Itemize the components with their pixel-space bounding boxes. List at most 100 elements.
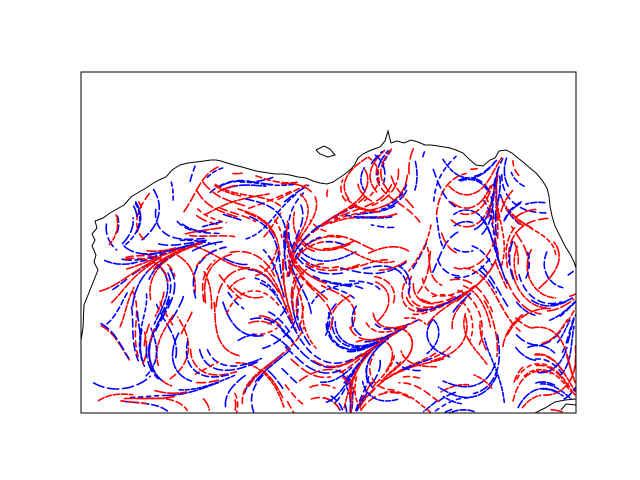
blue-streak [116,215,120,233]
red-streak [284,384,304,405]
coastline-east [560,403,576,411]
red-streak [538,241,561,290]
blue-streak [416,293,463,312]
blue-streak [281,329,342,369]
red-streak [408,224,432,272]
blue-streak [477,268,498,294]
red-streak [99,256,162,293]
red-streak [183,166,220,213]
blue-streak [262,249,286,301]
red-streak [214,183,283,208]
red-streak [290,358,332,379]
red-streak [432,293,474,342]
blue-streak [310,282,360,306]
blue-streak [432,155,457,202]
red-streak [288,249,304,276]
red-streak [255,175,301,184]
blue-streak [459,178,489,193]
blue-streak [224,374,246,408]
red-streak [331,294,352,314]
red-streak [189,348,238,376]
blue-streak [249,215,283,279]
red-streak [213,301,240,357]
blue-streak [422,400,438,413]
red-streak [202,397,210,411]
red-streak [508,209,533,229]
blue-streak [480,265,511,310]
red-streak [124,257,169,283]
red-streak [378,260,408,272]
red-streak [507,217,549,264]
blue-streak [356,392,368,412]
red-streak [369,149,386,193]
red-streak [453,239,496,270]
red-streak [225,267,279,293]
blue-streak [295,308,314,349]
red-streak [320,196,366,226]
red-streak [218,206,257,223]
blue-streak [138,293,148,368]
red-streak [510,269,547,309]
blue-streak [270,333,293,352]
red-streak [326,189,329,198]
red-streak [512,160,520,177]
red-streak [232,171,247,175]
blue-streak [543,251,564,289]
blue-streak [250,317,295,343]
red-streak [346,258,389,271]
blue-streak [566,314,576,344]
red-streak [285,220,305,276]
red-streak [320,284,356,329]
red-streak [289,196,318,259]
red-streak [280,182,313,193]
red-streak [450,185,492,209]
red-streak [401,274,428,313]
blue-streak [360,166,366,193]
red-streak [312,356,360,368]
red-streak [295,283,304,317]
blue-streak [242,357,263,366]
red-streak [195,246,226,268]
blue-streak [283,230,288,271]
red-streak [514,208,537,219]
blue-streak [422,149,426,158]
red-streak [233,399,237,413]
red-streak [241,368,264,405]
red-streak [546,298,575,312]
blue-streak [354,375,370,413]
blue-streak [365,338,389,383]
blue-streak [136,311,142,348]
red-streak [473,374,493,390]
red-streak [169,316,190,380]
blue-streak [283,184,310,203]
red-streak [146,247,177,253]
blue-streak [169,295,185,323]
red-streak [451,299,466,330]
red-streak [550,408,565,413]
red-streak [244,211,277,240]
blue-streak [453,247,474,253]
red-streak [194,361,219,375]
red-streak [154,291,165,318]
blue-streak [334,320,376,347]
red-streak [483,194,500,256]
red-streak [499,189,514,214]
red-streak [235,361,285,409]
red-streak [449,278,494,313]
red-streak [251,327,278,336]
red-streak [426,289,471,326]
red-streak [258,315,283,328]
blue-streak [222,301,264,337]
red-streak [433,345,452,358]
blue-streak [288,259,312,315]
red-streak [203,253,232,304]
blue-streak [207,246,227,256]
red-streak [125,254,176,277]
red-streak [215,274,231,308]
blue-streak [567,270,575,276]
blue-streak [473,160,497,177]
blue-streak [548,300,576,322]
blue-streak [401,357,433,371]
red-streak [135,192,150,243]
red-streak [512,370,552,402]
